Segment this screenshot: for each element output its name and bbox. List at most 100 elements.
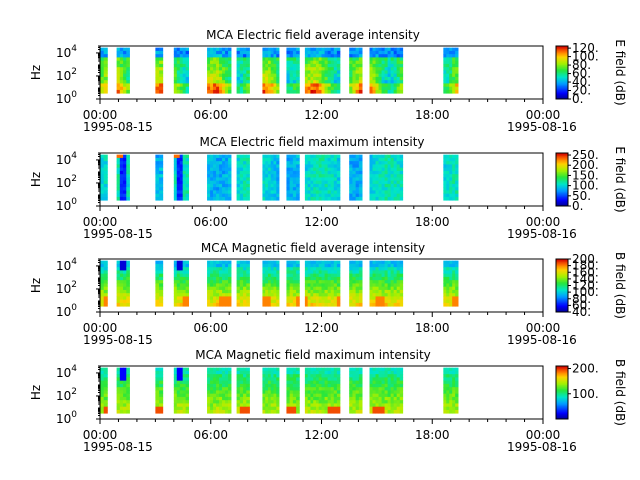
spectrogram-cell [270, 167, 274, 172]
x-tick-label: 18:00 [415, 428, 450, 442]
spectrogram-cell [126, 54, 130, 58]
spectrogram-cell [443, 47, 447, 52]
spectrogram-cell [369, 86, 373, 91]
spectrogram-cell [182, 400, 187, 404]
spectrogram-cell [446, 76, 450, 81]
spectrogram-cell [270, 276, 274, 281]
spectrogram-cell [243, 80, 247, 84]
spectrogram-cell [321, 286, 325, 291]
spectrogram-cell [455, 161, 459, 165]
spectrogram-cell [119, 263, 124, 268]
spectrogram-cell [273, 54, 277, 58]
spectrogram-cell [262, 396, 266, 401]
spectrogram-cell [276, 302, 280, 307]
spectrogram-cell [393, 289, 398, 294]
spectrogram-cell [273, 183, 277, 188]
spectrogram-cell [119, 403, 124, 408]
spectrogram-cell [349, 154, 353, 159]
spectrogram-cell [119, 193, 124, 198]
spectrogram-cell [349, 367, 353, 372]
spectrogram-cell [378, 377, 382, 382]
spectrogram-cell [372, 390, 376, 395]
spectrogram-cell [155, 161, 160, 165]
spectrogram-cell [399, 296, 404, 301]
spectrogram-cell [318, 70, 322, 75]
spectrogram-cell [276, 263, 280, 268]
spectrogram-cell [327, 196, 332, 201]
spectrogram-cell [372, 302, 376, 307]
spectrogram-cell [375, 280, 379, 284]
spectrogram-cell [452, 270, 456, 275]
spectrogram-cell [352, 183, 357, 188]
spectrogram-cell [384, 377, 389, 382]
spectrogram-cell [289, 374, 294, 378]
spectrogram-cell [216, 390, 220, 395]
spectrogram-cell [116, 57, 121, 62]
spectrogram-cell [219, 86, 223, 91]
spectrogram-cell [327, 286, 332, 291]
colorbar-label: B field (dB) [613, 252, 627, 319]
spectrogram-cell [116, 367, 121, 372]
spectrogram-cell [355, 367, 360, 372]
spectrogram-cell [315, 86, 320, 91]
spectrogram-cell [349, 267, 353, 271]
spectrogram-cell [119, 390, 124, 395]
spectrogram-cell [296, 289, 300, 294]
spectrogram-cell [349, 283, 353, 288]
spectrogram-cell [393, 63, 398, 68]
spectrogram-cell [399, 400, 404, 404]
spectrogram-cell [103, 193, 108, 198]
spectrogram-cell [372, 161, 376, 165]
spectrogram-cell [262, 267, 266, 271]
spectrogram-cell [355, 260, 360, 265]
spectrogram-cell [207, 276, 211, 281]
spectrogram-cell [369, 283, 373, 288]
spectrogram-cell [228, 89, 232, 94]
spectrogram-cell [310, 167, 314, 172]
spectrogram-cell [310, 193, 314, 198]
spectrogram-cell [396, 187, 401, 191]
spectrogram-cell [327, 89, 332, 94]
spectrogram-cell [378, 154, 382, 159]
spectrogram-cell [387, 370, 392, 375]
spectrogram-cell [173, 383, 178, 388]
spectrogram-cell [369, 161, 373, 165]
spectrogram-cell [243, 170, 247, 175]
panel-title: MCA Electric field average intensity [206, 28, 420, 42]
spectrogram-cell [210, 157, 214, 162]
spectrogram-cell [286, 400, 291, 404]
spectrogram-cell [375, 270, 379, 275]
spectrogram-cell [296, 161, 300, 165]
spectrogram-cell [210, 86, 214, 91]
spectrogram-cell [213, 374, 217, 378]
spectrogram-cell [225, 180, 229, 185]
spectrogram-cell [318, 383, 322, 388]
spectrogram-cell [116, 161, 121, 165]
spectrogram-cell [355, 406, 360, 411]
spectrogram-cell [159, 83, 164, 88]
spectrogram-cell [384, 157, 389, 162]
spectrogram-cell [179, 73, 184, 78]
spectrogram-cell [313, 396, 317, 401]
spectrogram-cell [304, 302, 309, 307]
spectrogram-cell [449, 76, 453, 81]
spectrogram-cell [179, 396, 184, 401]
spectrogram-cell [103, 157, 108, 162]
spectrogram-cell [358, 396, 363, 401]
spectrogram-cell [176, 180, 181, 185]
spectrogram-cell [267, 47, 272, 52]
panel-2: MCA Electric field maximum intensity1001… [29, 135, 627, 241]
colorbar-swatch [556, 89, 568, 92]
spectrogram-cell [219, 80, 223, 84]
spectrogram-cell [372, 47, 376, 52]
spectrogram-cell [276, 154, 280, 159]
spectrogram-cell [393, 193, 398, 198]
spectrogram-cell [292, 174, 297, 178]
spectrogram-cell [304, 283, 309, 288]
spectrogram-cell [159, 70, 164, 75]
spectrogram-cell [289, 190, 294, 195]
spectrogram-cell [267, 260, 272, 265]
spectrogram-cell [446, 57, 450, 62]
spectrogram-cell [315, 270, 320, 275]
spectrogram-cell [236, 76, 241, 81]
